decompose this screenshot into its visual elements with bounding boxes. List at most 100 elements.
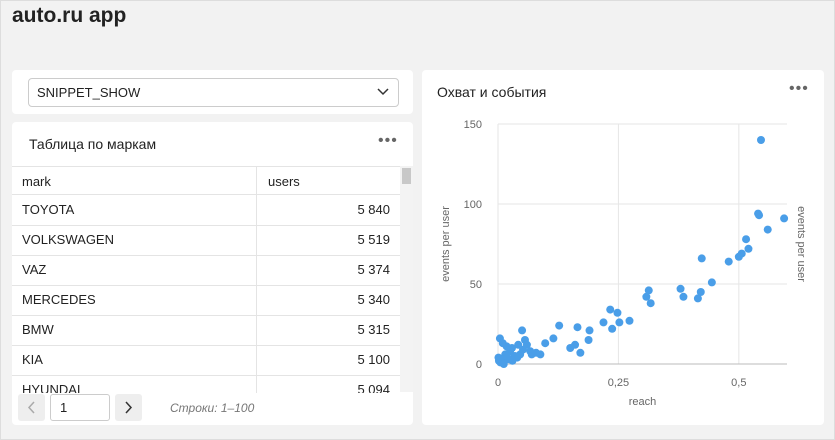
point <box>549 334 558 343</box>
point <box>763 225 772 234</box>
point <box>608 324 617 333</box>
point <box>615 318 624 327</box>
point <box>676 284 685 293</box>
table-row: BMW 5 315 <box>12 315 400 346</box>
point <box>585 326 594 335</box>
y-axis-label: events per user <box>440 206 452 282</box>
cell-mark: TOYOTA <box>22 202 75 217</box>
table-row: VOLKSWAGEN 5 519 <box>12 225 400 256</box>
table-row: HYUNDAI 5 094 <box>12 375 400 393</box>
point <box>693 294 702 303</box>
column-separator <box>256 255 257 285</box>
point <box>724 257 733 266</box>
chart-card: Охват и события ••• 0 50 100 150 0 0,25 0,5 rea… <box>422 70 824 425</box>
cell-users: 5 519 <box>357 232 390 247</box>
point <box>513 353 522 362</box>
table-title: Таблица по маркам <box>29 136 157 152</box>
column-header: users <box>268 174 300 189</box>
point <box>541 339 550 348</box>
page-number: 1 <box>60 400 68 415</box>
point <box>734 252 743 261</box>
table-row: KIA 5 100 <box>12 345 400 376</box>
y-tick-label: 50 <box>470 279 482 291</box>
table-row: MERCEDES 5 340 <box>12 285 400 316</box>
cell-mark: VOLKSWAGEN <box>22 232 114 247</box>
point <box>696 288 705 296</box>
cell-mark: MERCEDES <box>22 292 96 307</box>
cell-users: 5 094 <box>357 382 390 393</box>
y-tick-label: 150 <box>464 119 482 131</box>
table-row: VAZ 5 374 <box>12 255 400 286</box>
x-axis-label: reach <box>629 396 657 408</box>
point <box>755 211 764 220</box>
cell-users: 5 840 <box>357 202 390 217</box>
table-header-row: mark users <box>12 167 400 195</box>
rows-info: Строки: 1–100 <box>170 401 255 415</box>
point <box>742 235 751 244</box>
point <box>494 353 503 362</box>
column-separator <box>256 345 257 375</box>
column-header: mark <box>22 174 51 189</box>
point <box>744 244 753 253</box>
cell-mark: HYUNDAI <box>22 382 81 393</box>
scrollbar[interactable] <box>400 166 413 392</box>
menu-dots[interactable]: ••• <box>378 132 398 149</box>
point <box>566 344 575 352</box>
column-separator <box>256 167 257 194</box>
page-input[interactable]: 1 <box>50 394 110 421</box>
cell-users: 5 100 <box>357 352 390 367</box>
point <box>697 254 706 263</box>
point <box>576 348 585 357</box>
cell-mark: VAZ <box>22 262 47 277</box>
point <box>644 286 653 295</box>
point <box>502 342 511 351</box>
point <box>613 308 622 317</box>
cell-mark: BMW <box>22 322 54 337</box>
column-separator <box>256 195 257 225</box>
point <box>707 278 716 287</box>
chart-title: Охват и события <box>437 84 547 100</box>
table-row: TOYOTA 5 840 <box>12 195 400 226</box>
point <box>646 299 655 308</box>
dropdown-value: SNIPPET_SHOW <box>37 85 141 100</box>
point <box>555 321 564 330</box>
point <box>573 323 582 332</box>
point <box>780 214 789 223</box>
point <box>625 316 634 325</box>
column-separator <box>256 315 257 345</box>
point <box>527 350 536 359</box>
y2-axis-label: events per user <box>795 206 807 282</box>
prev-page[interactable] <box>18 394 45 421</box>
point <box>756 136 765 144</box>
cell-users: 5 315 <box>357 322 390 337</box>
column-separator <box>256 375 257 393</box>
next-page[interactable] <box>115 394 142 421</box>
dropdown-arrow <box>377 88 389 96</box>
point <box>522 340 531 349</box>
point <box>599 318 608 327</box>
point <box>584 336 593 344</box>
point <box>679 292 688 301</box>
table: mark users TOYOTA 5 840 VOLKSWAGEN 5 519 VAZ 5 … <box>12 166 400 393</box>
scatter-chart: 0 50 100 150 0 0,25 0,5 reach events per user eve… <box>440 119 807 408</box>
x-tick-label: 0,5 <box>731 377 746 389</box>
point <box>642 292 651 301</box>
point <box>518 326 527 335</box>
dropdown[interactable]: SNIPPET_SHOW <box>28 78 399 107</box>
menu-dots[interactable]: ••• <box>789 80 809 97</box>
point <box>504 355 513 364</box>
dashboard-title: auto.ru app <box>12 4 127 27</box>
x-tick-label: 0 <box>495 377 501 389</box>
y-tick-label: 100 <box>464 199 482 211</box>
column-separator <box>256 285 257 315</box>
x-tick-label: 0,25 <box>608 377 629 389</box>
cell-users: 5 340 <box>357 292 390 307</box>
table-card: Таблица по маркам ••• mark users TOYOTA 5 8… <box>12 122 413 425</box>
column-separator <box>256 225 257 255</box>
point <box>606 305 615 314</box>
filter-card: SNIPPET_SHOW <box>12 70 413 114</box>
y-tick-label: 0 <box>476 359 482 371</box>
cell-users: 5 374 <box>357 262 390 277</box>
